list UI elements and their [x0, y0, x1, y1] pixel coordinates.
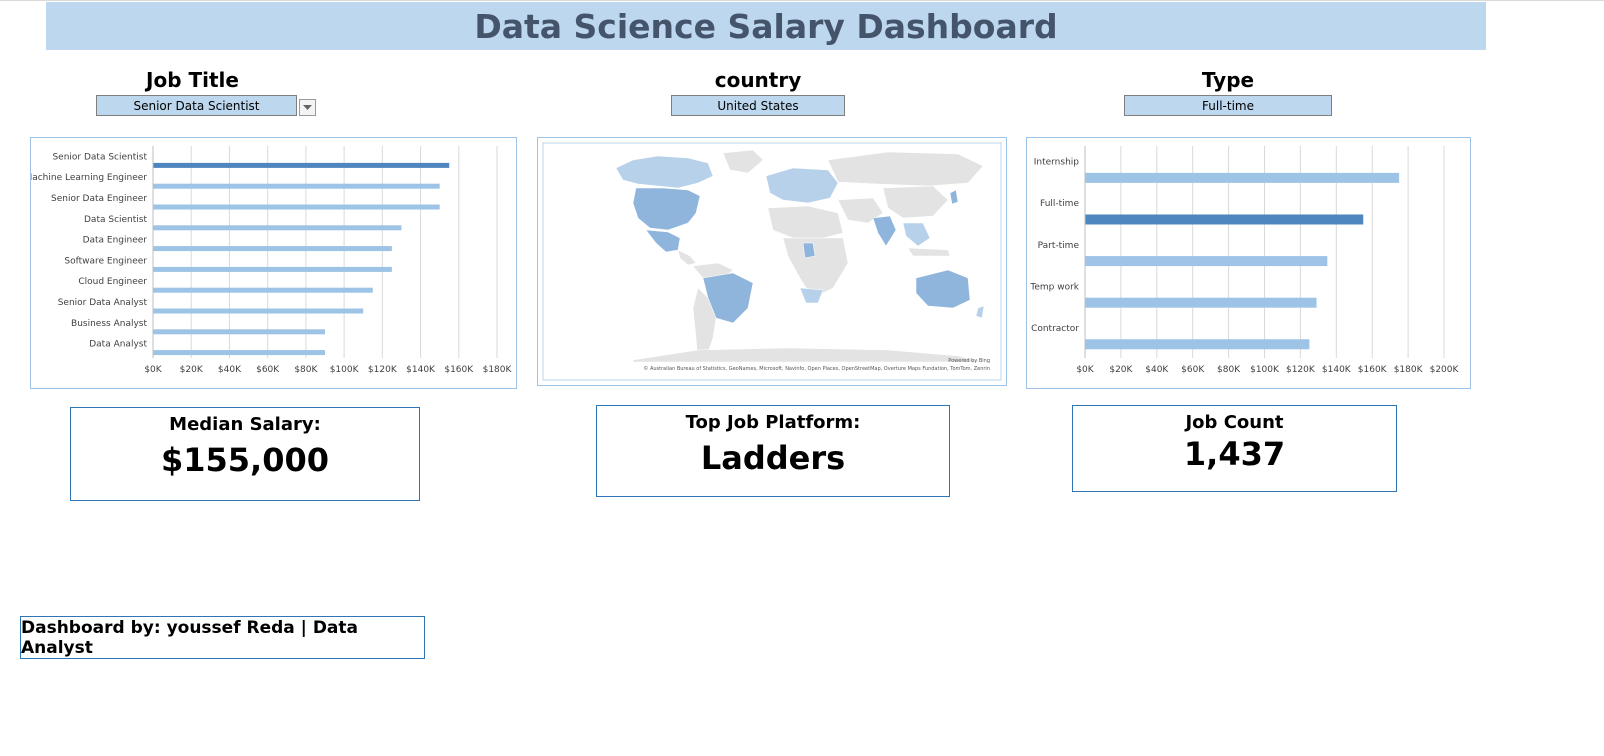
x-tick-label: $20K	[1109, 365, 1133, 375]
map-region-central-america	[677, 249, 697, 266]
category-label: Part-time	[1038, 241, 1080, 251]
bar[interactable]	[153, 350, 325, 356]
job-title-dropdown-button[interactable]	[299, 99, 316, 116]
bar[interactable]	[153, 225, 402, 231]
map-region-india	[872, 215, 897, 247]
map-region-greenland	[722, 149, 764, 174]
bar[interactable]	[153, 183, 440, 189]
title-banner: Data Science Salary Dashboard	[46, 2, 1486, 50]
category-label: Temp work	[1029, 282, 1079, 292]
x-tick-label: $0K	[1076, 365, 1094, 375]
category-label: Contractor	[1031, 324, 1079, 334]
category-label: Full-time	[1040, 199, 1079, 209]
category-label: Data Engineer	[83, 236, 148, 246]
bar[interactable]	[1085, 214, 1364, 225]
bar[interactable]	[1085, 256, 1328, 267]
world-map[interactable]: Powered by Bing © Australian Bureau of S…	[538, 138, 1006, 385]
map-region-north-africa	[767, 205, 844, 239]
x-tick-label: $40K	[218, 365, 242, 375]
top-platform-value: Ladders	[700, 439, 846, 477]
bar[interactable]	[153, 162, 450, 168]
x-tick-label: $20K	[180, 365, 204, 375]
median-salary-label: Median Salary:	[169, 414, 321, 435]
median-salary-value: $155,000	[160, 441, 329, 479]
map-region-new-zealand	[975, 305, 985, 319]
bar[interactable]	[1085, 339, 1310, 350]
country-map-panel: Powered by Bing © Australian Bureau of S…	[537, 137, 1007, 386]
country-filter-label: country	[714, 68, 802, 92]
category-label: Business Analyst	[71, 319, 147, 329]
map-region-south-africa	[799, 287, 824, 304]
category-label: Machine Learning Engineer	[31, 173, 147, 183]
bar[interactable]	[153, 246, 392, 252]
category-label: Senior Data Scientist	[52, 152, 147, 162]
job-title-salary-chart-svg: $0K $20K $40K $60K $80K $100K $120K $140K $160K $…	[31, 146, 513, 375]
x-tick-label: $120K	[368, 365, 398, 375]
map-region-southeast-asia	[902, 222, 931, 247]
country-filter[interactable]: United States	[671, 95, 845, 116]
x-tick-label: $160K	[1358, 365, 1388, 375]
dashboard-credit: Dashboard by: youssef Reda | Data Analys…	[20, 616, 425, 659]
bar[interactable]	[1085, 172, 1400, 183]
map-region-australia	[915, 269, 971, 309]
type-salary-chart: $0K $20K $40K $60K $80K $100K $120K $140K $160K $…	[1026, 137, 1471, 389]
job-title-salary-chart: $0K $20K $40K $60K $80K $100K $120K $140K $160K $…	[30, 137, 517, 389]
map-attribution: © Australian Bureau of Statistics, GeoNa…	[643, 365, 990, 372]
map-region-central-africa	[782, 237, 849, 299]
map-region-africa-highlight	[802, 242, 816, 259]
x-tick-label: $80K	[1217, 365, 1241, 375]
type-salary-chart-svg: $0K $20K $40K $60K $80K $100K $120K $140K $160K $…	[1029, 146, 1460, 375]
x-tick-label: $100K	[1250, 365, 1280, 375]
bar[interactable]	[153, 308, 364, 314]
median-salary-card: Median Salary: $155,000	[70, 407, 420, 501]
x-tick-label: $100K	[330, 365, 360, 375]
job-count-label: Job Count	[1185, 412, 1284, 433]
map-region-china	[882, 185, 949, 219]
category-label: Senior Data Analyst	[58, 298, 148, 308]
bar[interactable]	[153, 204, 440, 210]
x-tick-label: $60K	[1181, 365, 1205, 375]
x-tick-label: $140K	[1322, 365, 1352, 375]
job-count-value: 1,437	[1183, 435, 1286, 473]
map-powered-by: Powered by Bing	[948, 358, 990, 364]
dashboard-title: Data Science Salary Dashboard	[474, 6, 1058, 46]
category-label: Data Analyst	[89, 340, 147, 350]
category-label: Data Scientist	[84, 215, 147, 225]
type-filter-label: Type	[1201, 68, 1255, 92]
x-tick-label: $120K	[1286, 365, 1316, 375]
x-tick-label: $60K	[256, 365, 280, 375]
top-border	[0, 0, 1604, 1]
x-tick-label: $200K	[1430, 365, 1460, 375]
chevron-down-icon	[303, 104, 312, 110]
x-tick-label: $140K	[406, 365, 436, 375]
x-tick-label: $0K	[144, 365, 162, 375]
x-tick-label: $80K	[294, 365, 318, 375]
category-label: Senior Data Engineer	[51, 194, 147, 204]
map-region-russia	[827, 151, 984, 187]
category-label: Cloud Engineer	[78, 277, 147, 287]
job-count-card: Job Count 1,437	[1072, 405, 1397, 492]
map-region-indonesia	[907, 247, 951, 257]
x-tick-label: $180K	[483, 365, 513, 375]
top-platform-card: Top Job Platform: Ladders	[596, 405, 950, 497]
x-tick-label: $40K	[1145, 365, 1169, 375]
category-label: Internship	[1034, 158, 1080, 168]
bar[interactable]	[153, 287, 373, 293]
category-label: Software Engineer	[64, 256, 147, 266]
map-region-united-states	[632, 187, 701, 231]
top-platform-label: Top Job Platform:	[685, 412, 861, 433]
map-region-canada	[615, 155, 714, 189]
bar[interactable]	[153, 266, 392, 272]
map-region-europe	[765, 167, 839, 204]
job-title-filter[interactable]: Senior Data Scientist	[96, 95, 297, 116]
x-tick-label: $160K	[444, 365, 474, 375]
bar[interactable]	[1085, 297, 1317, 308]
map-region-japan	[949, 189, 959, 205]
x-tick-label: $180K	[1394, 365, 1424, 375]
job-title-filter-label: Job Title	[146, 68, 239, 92]
bar[interactable]	[153, 329, 325, 335]
type-filter[interactable]: Full-time	[1124, 95, 1332, 116]
map-region-antarctica	[632, 347, 984, 363]
